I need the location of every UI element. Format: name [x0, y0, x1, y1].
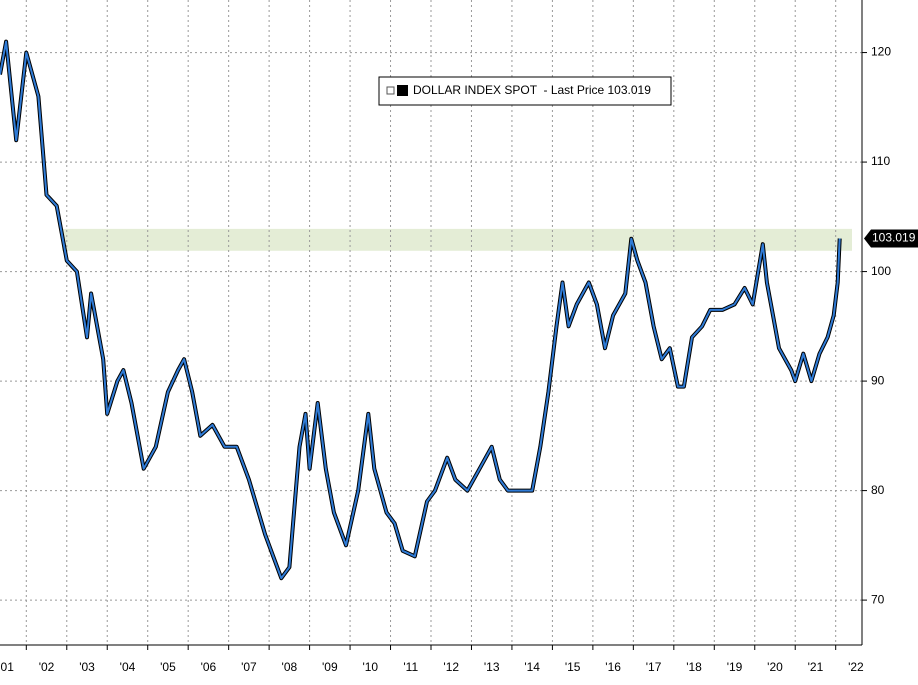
legend-label: DOLLAR INDEX SPOT - Last Price 103.019 — [413, 83, 651, 97]
x-tick-label: '22 — [848, 660, 864, 674]
x-tick-label: '18 — [686, 660, 702, 674]
x-tick-label: '12 — [443, 660, 459, 674]
x-tick-label: '21 — [808, 660, 824, 674]
x-tick-label: '07 — [241, 660, 257, 674]
x-tick-label: '02 — [39, 660, 55, 674]
x-tick-label: '17 — [646, 660, 662, 674]
y-tick-label: 120 — [871, 45, 891, 59]
y-tick-label: 70 — [871, 592, 885, 606]
x-tick-label: '14 — [524, 660, 540, 674]
last-value-label: 103.019 — [872, 231, 916, 245]
x-tick-label: '04 — [120, 660, 136, 674]
y-tick-label: 100 — [871, 264, 891, 278]
y-tick-label: 90 — [871, 373, 885, 387]
x-tick-label: '05 — [160, 660, 176, 674]
x-tick-label: '09 — [322, 660, 338, 674]
y-tick-label: 80 — [871, 483, 885, 497]
x-tick-label: '03 — [79, 660, 95, 674]
x-tick-label: '11 — [403, 660, 418, 674]
series-line — [0, 40, 841, 580]
legend-box — [378, 76, 672, 106]
x-tick-label: '06 — [201, 660, 217, 674]
x-tick-label: '01 — [0, 660, 14, 674]
legend: DOLLAR INDEX SPOT - Last Price 103.019 — [378, 76, 672, 106]
x-tick-label: '13 — [484, 660, 500, 674]
x-tick-label: '10 — [362, 660, 378, 674]
x-tick-label: '15 — [565, 660, 581, 674]
x-tick-label: '16 — [605, 660, 621, 674]
last-value-tag — [864, 229, 918, 248]
legend-swatch — [397, 85, 408, 96]
highlight-band — [62, 228, 852, 251]
x-tick-label: '20 — [767, 660, 783, 674]
y-tick-label: 110 — [871, 154, 890, 168]
x-tick-label: '19 — [727, 660, 743, 674]
legend-expander — [386, 86, 395, 95]
x-tick-label: '08 — [282, 660, 298, 674]
